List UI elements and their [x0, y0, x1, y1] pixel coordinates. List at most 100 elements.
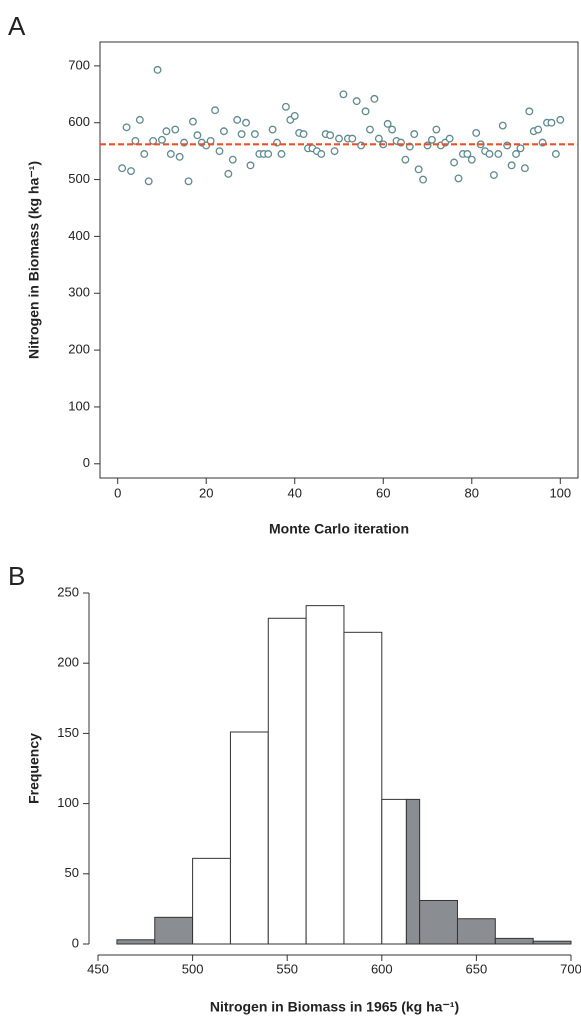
- point: [485, 150, 494, 158]
- y-tick-label: 100: [68, 398, 90, 413]
- panel-label: A: [8, 11, 26, 41]
- plot-frame: [99, 41, 579, 479]
- point: [153, 65, 162, 74]
- bar: [343, 631, 383, 945]
- bar: [419, 899, 458, 945]
- point: [224, 169, 233, 178]
- point: [206, 136, 215, 145]
- point: [423, 141, 432, 150]
- x-tick-label: 80: [465, 485, 479, 500]
- point: [290, 111, 299, 120]
- point: [118, 164, 127, 173]
- point: [144, 177, 153, 186]
- point: [264, 150, 273, 158]
- bar: [381, 798, 407, 945]
- point: [166, 150, 175, 158]
- point: [388, 125, 397, 134]
- point: [450, 158, 459, 167]
- point: [326, 131, 335, 140]
- point: [211, 106, 220, 115]
- bar: [494, 937, 534, 945]
- point: [525, 107, 534, 116]
- point: [228, 155, 237, 164]
- point: [219, 127, 228, 136]
- point: [551, 150, 560, 158]
- point: [281, 102, 290, 111]
- point: [246, 161, 255, 170]
- x-tick-label: 20: [199, 485, 213, 500]
- y-tick-label: 600: [68, 114, 90, 129]
- point: [489, 171, 498, 179]
- point: [520, 164, 529, 173]
- point: [427, 135, 436, 144]
- point: [534, 125, 543, 134]
- point: [237, 130, 246, 139]
- bar: [267, 617, 307, 945]
- point: [366, 125, 374, 134]
- point: [268, 125, 277, 134]
- panel-label: B: [8, 561, 25, 591]
- point: [131, 136, 140, 145]
- point: [242, 118, 251, 127]
- point: [361, 107, 370, 116]
- y-tick-label: 700: [68, 57, 90, 72]
- point: [374, 134, 383, 143]
- point: [498, 121, 507, 130]
- y-tick-label: 500: [68, 171, 90, 186]
- y-tick-label: 0: [83, 455, 90, 470]
- point: [507, 161, 516, 170]
- y-axis-title: Nitrogen in Biomass (kg ha⁻¹): [26, 161, 42, 359]
- point: [335, 134, 343, 143]
- bar: [405, 798, 421, 945]
- x-tick-label: 700: [560, 961, 581, 976]
- point: [383, 119, 392, 128]
- point: [547, 118, 556, 127]
- point: [357, 141, 366, 150]
- bar: [116, 939, 156, 945]
- point: [352, 97, 361, 106]
- y-tick-label: 400: [68, 228, 90, 243]
- point: [215, 147, 224, 156]
- x-tick-label: 550: [276, 961, 298, 976]
- x-tick-label: 500: [182, 961, 204, 976]
- y-tick-label: 200: [68, 342, 90, 357]
- bar: [229, 731, 269, 945]
- x-tick-label: 100: [549, 485, 571, 500]
- point: [467, 155, 476, 164]
- point: [171, 125, 180, 134]
- point: [149, 136, 158, 145]
- bar: [305, 605, 345, 945]
- point: [419, 175, 428, 184]
- point: [135, 115, 144, 124]
- bar: [192, 857, 231, 945]
- x-tick-label: 450: [87, 961, 109, 976]
- y-tick-label: 250: [57, 584, 79, 599]
- point: [556, 115, 565, 124]
- x-tick-label: 40: [288, 485, 302, 500]
- point: [233, 115, 242, 124]
- bar: [456, 918, 496, 945]
- y-tick-label: 100: [57, 795, 79, 810]
- point: [339, 90, 348, 99]
- point: [445, 134, 454, 143]
- bar: [532, 940, 572, 945]
- point: [348, 134, 357, 143]
- point: [127, 167, 135, 175]
- point: [330, 147, 339, 156]
- point: [410, 130, 419, 139]
- y-tick-label: 200: [57, 655, 79, 670]
- point: [277, 150, 286, 158]
- point: [472, 129, 481, 137]
- point: [158, 135, 166, 144]
- point: [140, 150, 149, 158]
- x-axis-title: Monte Carlo iteration: [269, 521, 409, 537]
- point: [193, 131, 202, 140]
- point: [188, 117, 197, 126]
- point: [299, 130, 308, 139]
- point: [162, 127, 171, 136]
- point: [414, 165, 423, 174]
- point: [122, 123, 131, 132]
- y-tick-label: 50: [65, 865, 79, 880]
- x-tick-label: 600: [371, 961, 393, 976]
